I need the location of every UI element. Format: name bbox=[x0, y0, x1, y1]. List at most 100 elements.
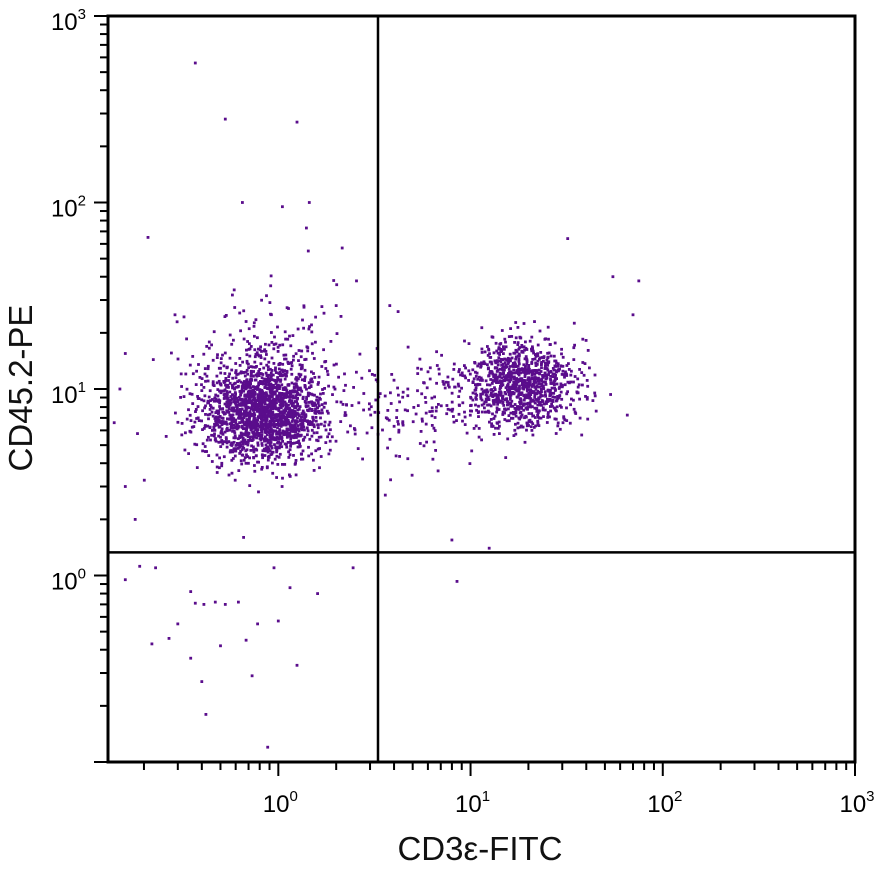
data-point bbox=[249, 386, 252, 390]
data-point bbox=[531, 422, 535, 426]
data-point bbox=[538, 395, 542, 399]
data-point bbox=[397, 393, 400, 397]
data-point bbox=[434, 449, 437, 452]
data-point bbox=[289, 409, 292, 413]
data-point bbox=[518, 400, 521, 404]
data-point bbox=[562, 373, 566, 377]
data-point bbox=[279, 436, 283, 439]
data-point bbox=[256, 372, 259, 376]
data-point bbox=[514, 414, 518, 418]
data-point bbox=[323, 424, 326, 428]
data-point bbox=[504, 363, 508, 367]
data-point bbox=[556, 362, 560, 366]
data-point bbox=[271, 461, 274, 465]
data-point bbox=[388, 437, 392, 441]
data-point bbox=[507, 368, 511, 371]
data-point bbox=[553, 341, 557, 345]
data-point bbox=[457, 412, 461, 416]
data-point bbox=[540, 379, 543, 382]
data-point bbox=[259, 416, 263, 419]
data-point bbox=[236, 380, 239, 383]
data-point bbox=[504, 386, 508, 390]
data-point bbox=[257, 381, 261, 385]
data-point bbox=[424, 422, 428, 426]
data-point bbox=[538, 357, 541, 361]
data-point bbox=[534, 353, 537, 356]
data-point bbox=[528, 370, 532, 374]
data-point bbox=[286, 441, 290, 444]
data-point bbox=[245, 453, 248, 457]
data-point bbox=[254, 400, 257, 404]
data-point bbox=[529, 425, 533, 429]
data-point bbox=[349, 424, 352, 428]
data-point bbox=[279, 410, 282, 414]
data-point bbox=[536, 421, 540, 425]
data-point bbox=[234, 421, 238, 425]
data-point bbox=[205, 345, 209, 348]
data-point bbox=[208, 389, 212, 393]
data-point bbox=[146, 236, 150, 239]
data-point bbox=[247, 383, 250, 386]
data-point bbox=[406, 409, 409, 413]
data-point bbox=[220, 464, 224, 468]
data-point bbox=[546, 411, 550, 414]
data-point bbox=[468, 372, 472, 376]
data-point bbox=[332, 385, 336, 389]
data-point bbox=[537, 409, 541, 413]
data-point bbox=[489, 418, 493, 421]
data-point bbox=[401, 421, 405, 425]
data-point bbox=[500, 384, 504, 388]
data-point bbox=[547, 337, 550, 341]
data-point bbox=[230, 409, 234, 412]
x-tick-labels: 100 101 102 103 bbox=[263, 788, 875, 818]
data-point bbox=[167, 637, 171, 640]
data-point bbox=[572, 346, 576, 350]
data-point bbox=[474, 386, 478, 389]
data-point bbox=[259, 392, 263, 396]
data-point bbox=[528, 403, 532, 407]
data-point bbox=[507, 372, 510, 376]
data-point bbox=[295, 436, 298, 439]
data-point bbox=[245, 409, 248, 412]
data-point bbox=[269, 274, 273, 278]
data-point bbox=[261, 391, 264, 395]
data-point bbox=[267, 438, 271, 442]
data-point bbox=[212, 330, 216, 334]
data-point bbox=[290, 413, 293, 417]
data-point bbox=[221, 353, 224, 357]
data-point bbox=[497, 420, 501, 424]
data-point bbox=[297, 429, 301, 433]
data-point bbox=[334, 304, 338, 307]
data-point bbox=[517, 371, 521, 375]
data-point bbox=[310, 428, 314, 432]
data-point bbox=[253, 360, 257, 364]
data-point bbox=[488, 420, 491, 424]
data-point bbox=[233, 454, 237, 458]
data-point bbox=[275, 476, 278, 479]
data-point bbox=[180, 422, 184, 425]
data-point bbox=[255, 430, 259, 433]
data-point bbox=[289, 344, 293, 348]
data-point bbox=[230, 368, 234, 372]
data-point bbox=[269, 284, 273, 288]
data-point bbox=[209, 404, 212, 407]
data-point bbox=[264, 378, 268, 382]
data-point bbox=[479, 376, 483, 380]
data-point bbox=[525, 358, 529, 362]
data-point bbox=[480, 410, 484, 414]
data-point bbox=[543, 337, 547, 341]
data-point bbox=[541, 376, 545, 379]
data-point bbox=[232, 338, 235, 342]
data-point bbox=[239, 371, 242, 375]
data-point bbox=[234, 447, 238, 450]
data-point bbox=[316, 426, 320, 430]
data-point bbox=[268, 449, 272, 453]
data-point bbox=[202, 352, 206, 356]
data-point bbox=[536, 411, 540, 415]
data-point bbox=[464, 366, 467, 370]
data-point bbox=[224, 383, 227, 387]
data-point bbox=[490, 371, 494, 374]
data-point bbox=[259, 402, 262, 406]
data-point bbox=[267, 430, 271, 434]
data-point bbox=[536, 403, 540, 407]
